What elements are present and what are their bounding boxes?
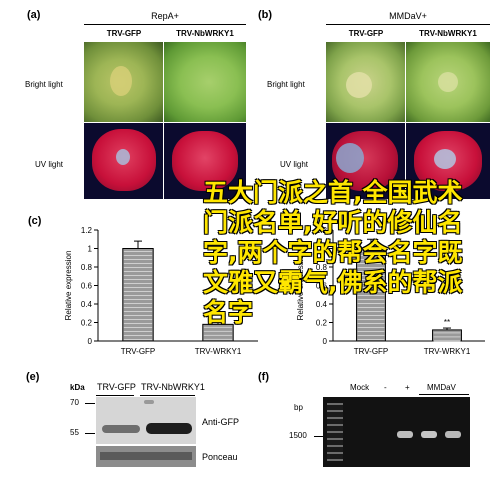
y-axis-label: Relative expression [64,251,73,321]
panel-b-label: (b) [258,9,273,21]
panel-a-label: (a) [27,9,41,21]
leaf-photo-b-wrky1-bright [406,42,490,122]
leaf-photo-a-gfp-bright [84,42,163,122]
panel-b-col-gfp: TRV-GFP [348,29,384,38]
panel-e-col-gfp: TRV-GFP [97,382,136,392]
panel-d-label: (d) [258,215,273,227]
panel-f-mock: Mock [350,383,370,392]
bar [432,329,462,342]
category-label: TRV-GFP [354,347,389,356]
panel-f-plus: + [405,383,410,392]
y-tick-label: 1 [88,245,93,254]
category-label: TRV-GFP [121,347,156,356]
panel-a-col-wrky1: TRV-NbWRKY1 [176,29,234,38]
panel-a-row-uv: UV light [35,160,64,169]
panel-a-title: RepA+ [151,11,179,21]
significance-label: ** [444,318,450,327]
y-tick-label: 0.2 [81,319,93,328]
y-tick-label: 0.8 [81,263,93,272]
category-label: TRV-WRKY1 [195,347,242,356]
category-label: TRV-WRKY1 [424,347,471,356]
panel-e-rule-wrky1 [140,395,195,396]
panel-f-mmdav: MMDaV [427,383,456,392]
y-tick-label: 1.2 [81,226,93,235]
y-tick-label: 0 [323,337,328,346]
panel-a-row-bright: Bright light [25,80,63,89]
chart-c: 0 0.2 0.4 0.6 0.8 1 1.2 Relative expression TRV-… [64,226,258,356]
panel-f-minus: - [384,383,387,392]
panel-e-rule-gfp [96,395,134,396]
y-tick-label: 1.2 [316,226,328,235]
chart-d: 0 0.2 0.4 0.6 0.8 1 1.2 Relative expression TRV-… [296,226,485,356]
panel-f-bp: bp [294,403,303,412]
panel-e-col-wrky1: TRV-NbWRKY1 [141,382,205,392]
y-tick-label: 0 [88,337,93,346]
panel-e-anti-gfp: Anti-GFP [202,417,240,427]
y-tick-label: 0.6 [316,282,328,291]
leaf-photo-b-gfp-bright [326,42,405,122]
y-tick-label: 0.2 [316,319,328,328]
panel-a-title-rule [84,24,246,25]
leaf-photo-b-gfp-uv [326,123,405,199]
panel-e-kda: kDa [70,383,85,392]
panel-f-tick-1500 [314,436,323,437]
y-axis-label: Relative expression [296,251,305,321]
significance-label: ** [215,311,221,320]
panel-f-label: (f) [258,371,269,383]
panel-b-row-bright: Bright light [267,80,305,89]
panel-b-title-rule [326,24,490,25]
panel-b-col-wrky1: TRV-NbWRKY1 [419,29,477,38]
leaf-photo-a-wrky1-bright [164,42,246,122]
panel-e-label: (e) [26,371,40,383]
panel-b-title: MMDaV+ [389,11,427,21]
overlay-text: 五大门派之首,全国武术门派名单,好听的修仙名字,两个字的帮会名字既文雅又霸气,佛… [203,178,463,327]
panel-e-marker-70: 70 [70,398,79,407]
agarose-gel [323,397,470,467]
leaf-photo-a-wrky1-uv [164,123,246,199]
leaf-photo-b-wrky1-uv [406,123,490,199]
y-tick-label: 0.4 [316,300,328,309]
panel-e-marker-55: 55 [70,428,79,437]
y-tick-label: 0.4 [81,300,93,309]
y-tick-label: 0.8 [316,263,328,272]
panel-f-1500: 1500 [289,431,307,440]
panel-c-label: (c) [28,215,42,227]
panel-e-tick-70 [85,403,95,404]
western-blot-gfp [96,397,196,444]
leaf-photo-a-gfp-uv [84,123,163,199]
panel-a-col-gfp: TRV-GFP [106,29,142,38]
panel-f-mmdav-rule [419,394,469,395]
panel-e-ponceau: Ponceau [202,452,238,462]
panel-e-tick-55 [85,433,95,434]
y-tick-label: 1 [323,245,328,254]
western-blot-ponceau [96,446,196,467]
panel-b-row-uv: UV light [280,160,309,169]
y-tick-label: 0.6 [81,282,93,291]
